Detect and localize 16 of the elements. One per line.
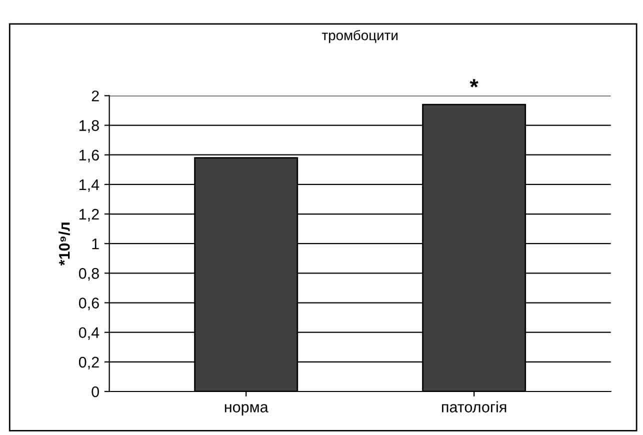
y-tick-label: 1,6: [80, 150, 99, 162]
y-tick-label: 1,4: [80, 179, 100, 192]
y-tick-label: 1: [92, 238, 99, 250]
x-tick-label: патологія: [442, 401, 506, 412]
y-tick-label: 0,8: [78, 268, 99, 281]
y-axis-title: *10⁹/л: [58, 222, 70, 266]
x-tick-label: норма: [224, 404, 268, 416]
y-tick-label: 0,2: [78, 356, 99, 370]
y-tick-label: 0,4: [78, 327, 100, 340]
chart-title: тромбоцити: [322, 30, 398, 44]
y-tick-label: 0,6: [78, 298, 99, 310]
y-tick-label: 0: [92, 386, 99, 398]
y-tick-label: 2: [92, 90, 99, 102]
annotation: *: [470, 79, 478, 88]
y-tick-label: 1,8: [80, 120, 99, 133]
y-tick-label: 1,2: [80, 208, 99, 222]
